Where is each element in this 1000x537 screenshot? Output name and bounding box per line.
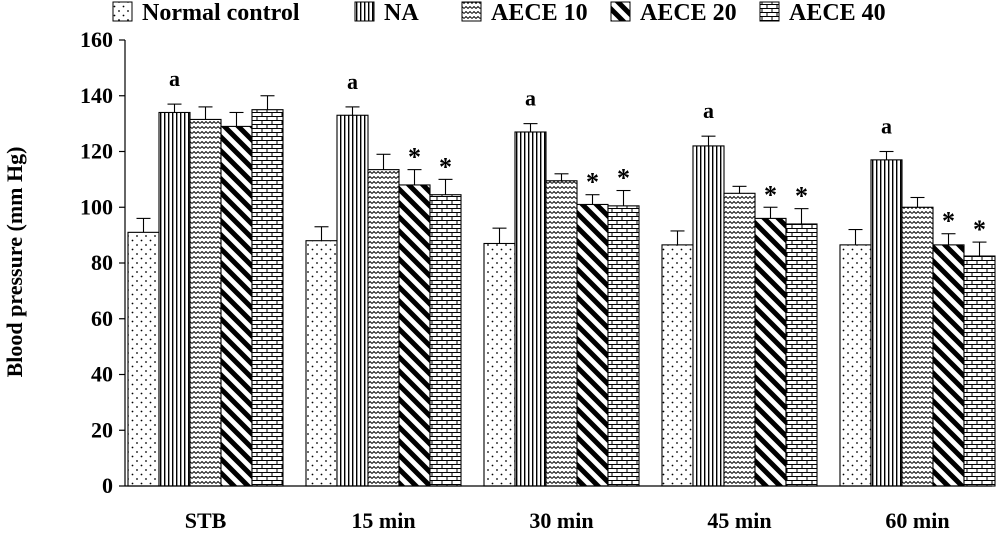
bar-group <box>158 103 191 487</box>
bar-aece-40-45-min <box>785 223 818 487</box>
bar-group <box>367 153 400 487</box>
bar-aece-40-60-min <box>963 255 996 487</box>
bar-aece-20-60-min <box>932 244 965 487</box>
annotation-a: a <box>169 66 180 91</box>
y-tick-label: 0 <box>102 473 113 498</box>
y-tick-label: 140 <box>80 83 113 108</box>
y-axis: 0 20 40 60 80 100 120 140 160 <box>80 27 126 498</box>
annotation-star: * <box>764 180 777 209</box>
bar-group <box>483 227 516 487</box>
bar-group <box>692 135 725 487</box>
annotation-star: * <box>408 143 421 172</box>
bar-group <box>336 106 369 487</box>
legend-label: AECE 10 <box>491 0 588 26</box>
bar-group <box>870 150 903 487</box>
bar-normal-control-stb <box>127 231 160 487</box>
bar-group <box>932 233 965 487</box>
annotation-a: a <box>525 86 536 111</box>
x-tick-label-stb: STB <box>185 508 227 533</box>
y-tick-label: 60 <box>91 306 113 331</box>
bar-normal-control-15-min <box>305 240 338 487</box>
legend-swatch <box>759 1 780 22</box>
annotation-star: * <box>439 152 452 181</box>
bar-na-15-min <box>336 114 369 487</box>
annotation-a: a <box>881 114 892 139</box>
x-tick-label-45-min: 45 min <box>707 508 771 533</box>
bar-group <box>963 241 996 487</box>
legend-label: AECE 40 <box>789 0 886 26</box>
bar-group <box>251 95 284 487</box>
bar-group <box>901 196 934 487</box>
annotation-star: * <box>586 168 599 197</box>
bar-group <box>754 206 787 487</box>
bar-group <box>127 217 160 487</box>
annotation-star: * <box>795 182 808 211</box>
y-tick-label: 100 <box>80 194 113 219</box>
legend-label: NA <box>384 0 419 26</box>
legend: Normal control NA AECE 10 AECE 20 AECE 40 <box>112 0 886 26</box>
bar-aece-10-60-min <box>901 206 934 487</box>
y-tick-label: 160 <box>80 27 113 52</box>
legend-label: AECE 20 <box>640 0 737 26</box>
bar-group <box>220 111 253 487</box>
bar-normal-control-30-min <box>483 242 516 487</box>
bar-group <box>514 123 547 487</box>
legend-label: Normal control <box>142 0 300 26</box>
bar-aece-20-stb <box>220 125 253 487</box>
y-tick-label: 20 <box>91 417 113 442</box>
annotation-star: * <box>973 215 986 244</box>
bar-aece-40-15-min <box>429 194 462 487</box>
y-axis-label: Blood pressure (mm Hg) <box>2 147 27 378</box>
legend-swatch <box>461 1 482 22</box>
bar-group <box>545 173 578 487</box>
x-axis: STB 15 min 30 min 45 min 60 min <box>125 485 992 533</box>
legend-swatch <box>354 1 375 22</box>
bar-group <box>607 189 640 487</box>
bar-aece-10-30-min <box>545 180 578 487</box>
y-tick-label: 80 <box>91 250 113 275</box>
bar-group <box>305 226 338 487</box>
bars: a a * * a * * a * * a * * <box>127 66 996 487</box>
legend-item-aece-10: AECE 10 <box>461 0 588 26</box>
bar-group <box>723 185 756 487</box>
bar-aece-20-15-min <box>398 184 431 487</box>
bar-group <box>661 230 694 487</box>
x-tick-label-15-min: 15 min <box>351 508 415 533</box>
annotation-a: a <box>347 69 358 94</box>
bar-normal-control-60-min <box>839 244 872 487</box>
bar-aece-20-45-min <box>754 217 787 487</box>
legend-swatch <box>610 1 631 22</box>
legend-item-aece-20: AECE 20 <box>610 0 737 26</box>
legend-swatch <box>112 1 133 22</box>
x-tick-label-30-min: 30 min <box>529 508 593 533</box>
bar-group <box>839 229 872 487</box>
bar-na-stb <box>158 111 191 487</box>
bar-aece-10-45-min <box>723 192 756 487</box>
y-tick-label: 40 <box>91 362 113 387</box>
bar-group <box>398 169 431 487</box>
bar-group <box>785 208 818 487</box>
bar-aece-20-30-min <box>576 203 609 487</box>
legend-item-normal-control: Normal control <box>112 0 300 26</box>
bar-group <box>189 106 222 487</box>
bar-aece-10-15-min <box>367 169 400 487</box>
bar-group <box>429 178 462 487</box>
annotation-a: a <box>703 98 714 123</box>
bar-aece-10-stb <box>189 118 222 487</box>
legend-item-na: NA <box>354 0 419 26</box>
annotation-star: * <box>942 207 955 236</box>
bar-aece-40-stb <box>251 109 284 487</box>
bar-na-45-min <box>692 145 725 487</box>
bar-group <box>576 194 609 487</box>
x-tick-label-60-min: 60 min <box>885 508 949 533</box>
y-tick-label: 120 <box>80 139 113 164</box>
bar-na-30-min <box>514 131 547 487</box>
bar-normal-control-45-min <box>661 244 694 487</box>
bar-aece-40-30-min <box>607 205 640 487</box>
legend-item-aece-40: AECE 40 <box>759 0 886 26</box>
bar-na-60-min <box>870 159 903 487</box>
annotation-star: * <box>617 164 630 193</box>
